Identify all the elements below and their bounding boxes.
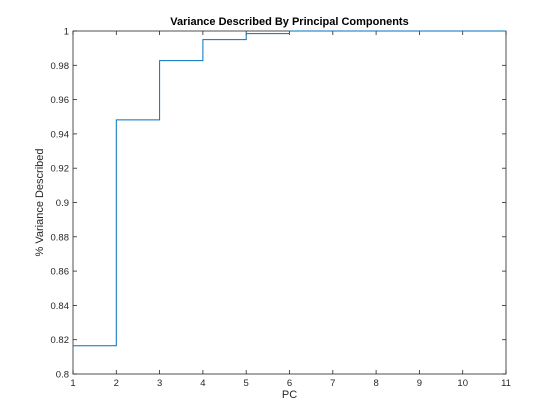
y-tick-label: 0.98 (51, 61, 70, 72)
series-group (73, 30, 506, 347)
x-axis-label: PC (282, 389, 297, 401)
y-tick-label: 0.84 (51, 301, 70, 312)
y-tick-label: 0.8 (56, 370, 69, 381)
y-tick-label: 1 (64, 27, 69, 38)
x-tick-label: 3 (157, 378, 162, 389)
y-tick-label: 0.82 (51, 335, 70, 346)
x-tick-label: 11 (501, 378, 511, 389)
y-tick-label: 0.9 (56, 198, 69, 209)
y-tick-label: 0.92 (51, 164, 70, 175)
y-tick-label: 0.96 (51, 95, 70, 106)
x-tick-label: 1 (70, 378, 75, 389)
y-tick-label: 0.86 (51, 267, 70, 278)
x-tick-label: 7 (330, 378, 335, 389)
chart-title: Variance Described By Principal Componen… (170, 16, 408, 28)
x-tick-label: 9 (417, 378, 422, 389)
x-axis-ticks: 1 2 3 4 5 6 7 8 9 10 11 (70, 31, 511, 389)
plot-area (72, 30, 507, 375)
x-tick-label: 10 (457, 378, 468, 389)
x-tick-label: 2 (114, 378, 119, 389)
x-tick-label: 5 (244, 378, 249, 389)
y-tick-label: 0.94 (51, 129, 70, 140)
x-tick-label: 6 (287, 378, 292, 389)
y-axis-label: % Variance Described (34, 148, 46, 256)
y-tick-label: 0.88 (51, 232, 70, 243)
y-axis-ticks: 0.8 0.82 0.84 0.86 0.88 0.9 0.92 0.94 0.96 0.98 1 (51, 27, 506, 381)
x-tick-label: 8 (373, 378, 378, 389)
x-tick-label: 4 (200, 378, 205, 389)
series-step-line (73, 30, 506, 347)
